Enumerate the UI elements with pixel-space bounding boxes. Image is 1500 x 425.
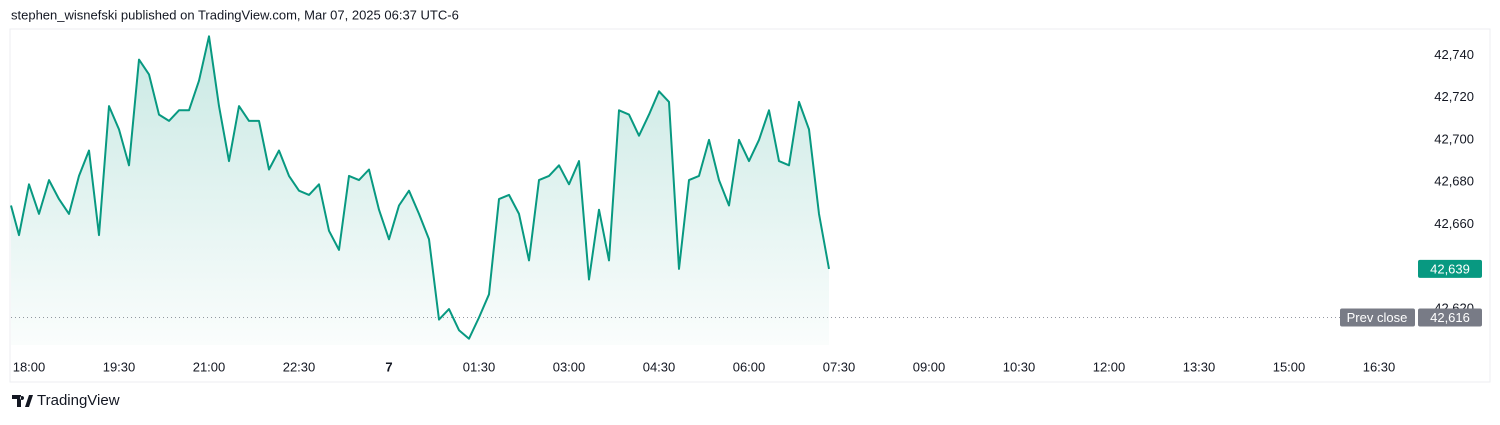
y-tick-label: 42,700 — [1434, 131, 1474, 146]
header: stephen_wisnefski published on TradingVi… — [11, 7, 459, 22]
x-tick-label: 22:30 — [283, 359, 316, 374]
x-tick-label: 03:00 — [553, 359, 586, 374]
price-line — [10, 35, 830, 340]
x-tick-label: 19:30 — [103, 359, 136, 374]
x-tick-label: 7 — [385, 359, 392, 374]
prev-close-tag-label: Prev close — [1347, 310, 1408, 325]
x-tick-label: 12:00 — [1093, 359, 1126, 374]
x-tick-label: 16:30 — [1363, 359, 1396, 374]
x-tick-label: 10:30 — [1003, 359, 1036, 374]
footer-brand: TradingView — [37, 392, 120, 409]
x-tick-label: 09:00 — [913, 359, 946, 374]
logo — [12, 395, 33, 407]
x-tick-label: 01:30 — [463, 359, 496, 374]
x-tick-label: 18:00 — [13, 359, 46, 374]
y-tick-label: 42,740 — [1434, 47, 1474, 62]
last-price-box — [1418, 259, 1482, 278]
y-tick-label: 42,680 — [1434, 174, 1474, 189]
prev-close-tag — [1340, 308, 1415, 327]
x-tick-label: 15:00 — [1273, 359, 1306, 374]
frame — [9, 28, 1491, 383]
area — [11, 36, 829, 346]
x-tick-label: 04:30 — [643, 359, 676, 374]
last-price-label: 42,639 — [1430, 261, 1470, 276]
x-tick-label: 07:30 — [823, 359, 856, 374]
y-tick-label: 42,660 — [1434, 216, 1474, 231]
x-tick-label: 13:30 — [1183, 359, 1216, 374]
x-tick-label: 21:00 — [193, 359, 226, 374]
prev-close-box — [1418, 308, 1482, 327]
x-tick-label: 06:00 — [733, 359, 766, 374]
prev-close-value: 42,616 — [1430, 310, 1470, 325]
y-tick-label: 42,720 — [1434, 89, 1474, 104]
